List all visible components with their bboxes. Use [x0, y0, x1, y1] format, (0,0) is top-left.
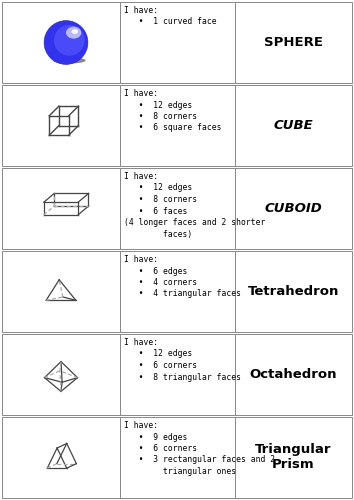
Bar	[2, 2, 120, 83]
Text: I have:: I have:	[124, 6, 158, 15]
Text: Triangular
Prism: Triangular Prism	[255, 444, 332, 471]
Text: •  12 edges: • 12 edges	[124, 184, 192, 192]
Bar	[2, 85, 120, 166]
Bar	[235, 334, 352, 415]
Text: •  6 square faces: • 6 square faces	[124, 124, 222, 132]
Text: I have:: I have:	[124, 172, 158, 181]
Text: faces): faces)	[124, 230, 192, 238]
Ellipse shape	[54, 25, 85, 56]
Text: •  4 triangular faces: • 4 triangular faces	[124, 290, 241, 298]
Bar	[235, 85, 352, 166]
Bar	[2, 417, 120, 498]
Text: •  6 corners: • 6 corners	[124, 444, 197, 453]
Text: •  8 corners: • 8 corners	[124, 195, 197, 204]
Text: CUBE: CUBE	[274, 119, 313, 132]
Bar	[2, 168, 120, 249]
Bar	[235, 168, 352, 249]
Text: •  9 edges: • 9 edges	[124, 432, 187, 442]
Text: •  12 edges: • 12 edges	[124, 100, 192, 110]
Text: •  6 corners: • 6 corners	[124, 361, 197, 370]
Text: I have:: I have:	[124, 421, 158, 430]
Text: triangular ones: triangular ones	[124, 467, 236, 476]
Text: •  6 edges: • 6 edges	[124, 266, 187, 276]
Bar	[2, 334, 120, 415]
Bar	[120, 251, 235, 332]
Bar	[120, 334, 235, 415]
Bar	[235, 251, 352, 332]
Bar	[120, 2, 235, 83]
Bar	[235, 2, 352, 83]
Text: •  12 edges: • 12 edges	[124, 350, 192, 358]
Text: •  4 corners: • 4 corners	[124, 278, 197, 287]
Text: •  1 curved face: • 1 curved face	[124, 18, 217, 26]
Text: Tetrahedron: Tetrahedron	[248, 285, 339, 298]
Text: CUBOID: CUBOID	[265, 202, 322, 215]
Text: SPHERE: SPHERE	[264, 36, 323, 49]
Ellipse shape	[44, 20, 88, 64]
Text: •  8 triangular faces: • 8 triangular faces	[124, 372, 241, 382]
Text: •  8 corners: • 8 corners	[124, 112, 197, 121]
Bar	[2, 251, 120, 332]
Bar	[120, 85, 235, 166]
Ellipse shape	[53, 58, 86, 64]
Bar	[235, 417, 352, 498]
Text: I have:: I have:	[124, 255, 158, 264]
Ellipse shape	[66, 26, 81, 38]
Text: •  3 rectangular faces and 2: • 3 rectangular faces and 2	[124, 456, 275, 464]
Text: I have:: I have:	[124, 338, 158, 347]
Bar	[120, 168, 235, 249]
Text: Octahedron: Octahedron	[250, 368, 337, 381]
Text: (4 longer faces and 2 shorter: (4 longer faces and 2 shorter	[124, 218, 266, 227]
Bar	[120, 417, 235, 498]
Text: I have:: I have:	[124, 89, 158, 98]
Text: •  6 faces: • 6 faces	[124, 206, 187, 216]
Ellipse shape	[72, 29, 78, 34]
